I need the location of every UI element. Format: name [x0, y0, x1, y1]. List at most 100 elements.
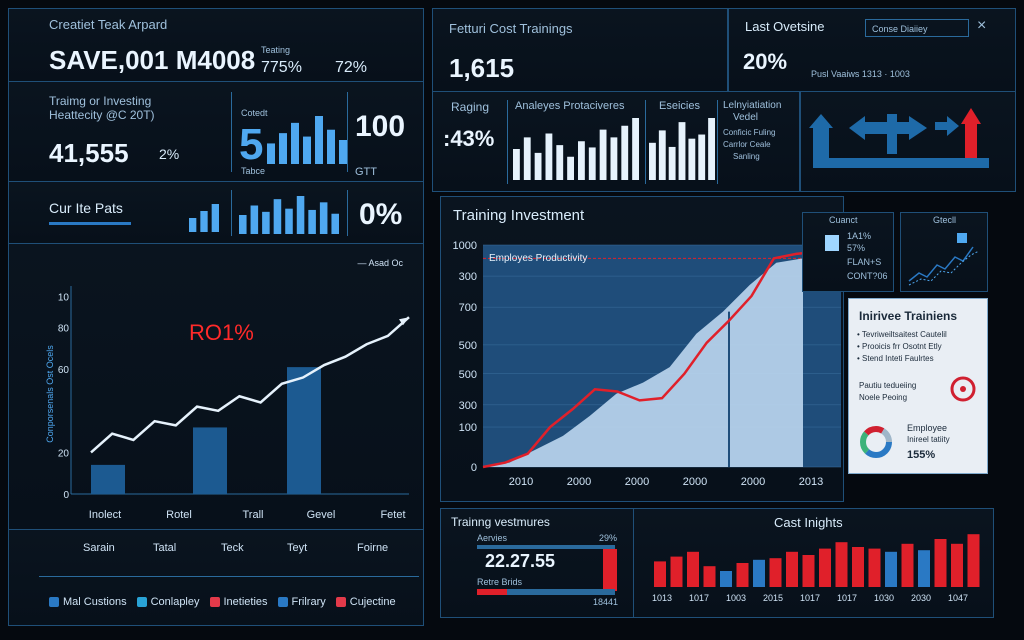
cost-trainings-title: Fetturi Cost Trainings	[449, 21, 573, 36]
y-tick-label: 300	[459, 400, 477, 412]
productives-bar	[588, 147, 596, 180]
mini-chart-2-bar	[285, 208, 293, 234]
x-tick-label: 2000	[683, 476, 707, 488]
mini-chart-1-big: 5	[239, 120, 264, 169]
cost-trainings-panel[interactable]: Fetturi Cost Trainings 1,615	[432, 8, 728, 92]
x-tick-label: 1017	[837, 593, 857, 603]
productives-label: Analeyes Protaciveres	[515, 100, 625, 112]
mini-chart-2-bar	[262, 211, 270, 234]
contact-title: Cuanct	[829, 215, 858, 225]
trainings-list-item[interactable]: • Prooicis frr Osotnt Etly	[857, 342, 942, 351]
legend-swatch	[49, 597, 59, 608]
legend-item[interactable]: Inetieties	[209, 596, 268, 608]
roi-bar	[91, 464, 125, 494]
course-bar	[189, 218, 197, 232]
mini-chart-1-bar	[279, 133, 287, 164]
x-tick-label: 1003	[726, 593, 746, 603]
donut-chart-icon	[860, 426, 892, 458]
course-bar	[211, 204, 219, 232]
conse-button[interactable]: Conse Diaiiey	[865, 19, 969, 37]
legend-item[interactable]: Conlapley	[136, 596, 200, 608]
row2-bar	[477, 589, 615, 595]
left-arrow-icon	[849, 116, 889, 140]
trainings-list-item[interactable]: • Stend Inteti Faulrtes	[857, 354, 934, 363]
training-vest-panel: Trainng vestmures Aervies 29% 22.27.55 R…	[440, 508, 634, 618]
productives-bar	[610, 137, 618, 180]
trainings-card[interactable]: Inirivee Trainiens • Tevriweiltsaitest C…	[848, 298, 988, 474]
divider	[39, 576, 419, 577]
productives-bar	[556, 145, 564, 180]
trainings-list-item[interactable]: • Tevriweiltsaitest Cautelil	[857, 330, 947, 339]
cost-bar	[835, 542, 848, 587]
esicies-bar	[688, 138, 696, 180]
employee-line-1: Employee	[907, 423, 948, 433]
bottom-label: Teck	[221, 542, 244, 554]
mini-chart-2-bar	[319, 202, 328, 234]
esicies-bar	[708, 118, 715, 180]
cost-bar	[967, 534, 980, 587]
roi-label: RO1%	[189, 320, 254, 345]
reging-label: Raging	[451, 100, 490, 114]
training-vest-value: 22.27.55	[485, 551, 556, 571]
mini-chart-1-bar	[291, 122, 299, 164]
cost-bar	[885, 551, 897, 587]
x-tick-label: 2000	[741, 476, 765, 488]
roi-chart-panel: 0 20 60 80 10 Conporsenals Ost Ocels — Asad Oc…	[8, 244, 424, 530]
mini-chart-1-label-bottom: Tabce	[241, 166, 266, 176]
legend-item[interactable]: Frilrary	[277, 596, 326, 608]
cost-bar	[786, 551, 798, 587]
mini-chart-2-bar	[239, 215, 247, 234]
row1-label: Aervies	[477, 533, 508, 543]
y-tick-label: 300	[459, 271, 477, 283]
last-dets-value: 20%	[743, 49, 788, 74]
esicies-bar	[649, 142, 656, 180]
employee-value: 155%	[907, 449, 936, 461]
esicies-bar	[678, 122, 686, 180]
employee-line-2: Inireel tatiity	[907, 435, 950, 444]
cost-bar	[703, 566, 716, 587]
bottom-label: Teyt	[287, 542, 308, 554]
last-dets-title: Last Ovetsine	[745, 19, 825, 34]
model-line-3: Sanling	[733, 152, 760, 161]
x-tick-label: 1047	[948, 593, 968, 603]
close-icon[interactable]: ×	[977, 17, 987, 34]
productives-bar	[513, 149, 520, 180]
mini-chart-1-bar	[327, 129, 335, 164]
up-arrow-red-icon	[961, 108, 981, 160]
divider	[347, 92, 348, 172]
check-card[interactable]: Gtecll	[900, 212, 988, 292]
row1-bar	[477, 545, 615, 549]
x-tick-label: Rotel	[166, 509, 192, 521]
legend-label: Frilrary	[291, 596, 326, 608]
trainings-row1: Pautiu tedueiing	[859, 381, 917, 390]
box-icon	[825, 235, 839, 251]
x-tick-label: Trall	[243, 509, 264, 521]
cost-bar	[736, 563, 749, 587]
mini-chart-1	[267, 116, 347, 164]
right-arrow-icon	[935, 116, 959, 136]
model-title-2: Vedel	[733, 112, 759, 123]
last-dets-sub: Pusl Vaaiws 1313 · 1003	[811, 69, 910, 79]
cost-bar	[934, 539, 947, 587]
y-tick-label: 20	[58, 448, 70, 459]
mini-chart-1-bar	[303, 136, 311, 164]
legend-item[interactable]: Cujectine	[335, 596, 396, 608]
reging-value: :43%	[443, 126, 495, 151]
mini-chart-2	[239, 196, 339, 234]
legend-item[interactable]: Mal Custions	[49, 596, 127, 608]
cost-bar	[687, 551, 699, 587]
up-arrow-icon	[809, 114, 833, 158]
arrows-graphic	[809, 108, 989, 168]
x-tick-label: 2000	[625, 476, 649, 488]
mini-chart-1-bar	[267, 143, 275, 164]
cost-bar	[868, 548, 881, 587]
red-bar	[603, 549, 617, 591]
cost-bar	[769, 558, 782, 587]
productives-bar	[545, 133, 553, 180]
divider	[645, 100, 646, 184]
model-line-1: Conficic Fuling	[723, 128, 776, 137]
contact-card[interactable]: Cuanct 1A1% 57% FLAN+S CONT?06	[802, 212, 894, 292]
x-tick-label: Fetet	[380, 509, 405, 521]
cost-bar	[654, 561, 666, 587]
right-stat-value: 100	[355, 110, 406, 143]
